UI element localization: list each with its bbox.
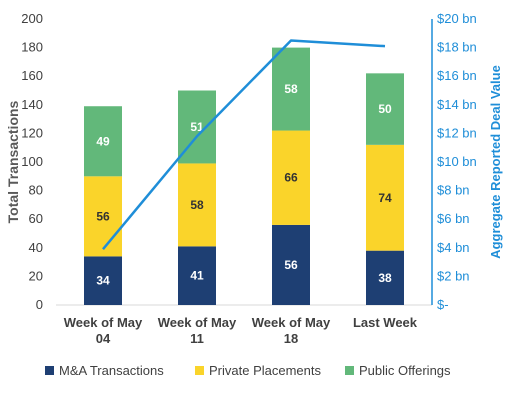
y2-tick-label: $8 bn [437, 183, 470, 198]
y2-tick-label: $20 bn [437, 11, 477, 26]
y-tick-label: 80 [29, 183, 43, 198]
bar-private-placements [84, 176, 122, 257]
data-label: 38 [378, 271, 392, 285]
y-tick-label: 40 [29, 240, 43, 255]
bar-private-placements [272, 130, 310, 225]
y2-tick-label: $6 bn [437, 211, 470, 226]
bar-public-offerings [366, 73, 404, 145]
y-tick-label: 160 [21, 68, 43, 83]
legend-label: Public Offerings [359, 363, 451, 378]
legend-label: Private Placements [209, 363, 321, 378]
x-tick-label: 18 [284, 331, 298, 346]
bar-m-a-transactions [178, 246, 216, 305]
x-tick-label: Week of May [252, 315, 331, 330]
y2-tick-label: $12 bn [437, 125, 477, 140]
data-label: 74 [378, 191, 392, 205]
y2-tick-label: $2 bn [437, 268, 470, 283]
data-label: 41 [190, 269, 204, 283]
x-tick-label: Week of May [64, 315, 143, 330]
data-label: 58 [190, 198, 204, 212]
y2-tick-label: $18 bn [437, 40, 477, 55]
y2-tick-label: $4 bn [437, 240, 470, 255]
x-tick-label: 11 [190, 331, 204, 346]
data-label: 34 [96, 274, 110, 288]
x-tick-label: Week of May [158, 315, 237, 330]
data-label: 51 [190, 120, 204, 134]
y2-tick-label: $14 bn [437, 97, 477, 112]
y-tick-label: 0 [36, 297, 43, 312]
data-label: 50 [378, 102, 392, 116]
data-label: 56 [284, 258, 298, 272]
bar-private-placements [178, 163, 216, 247]
bar-private-placements [366, 144, 404, 251]
bar-public-offerings [272, 47, 310, 131]
x-tick-label: 04 [96, 331, 111, 346]
y-tick-label: 20 [29, 268, 43, 283]
y-axis-title: Total Transactions [5, 100, 21, 223]
deal-value-line [102, 39, 386, 251]
bar-public-offerings [84, 106, 122, 177]
data-label: 58 [284, 82, 298, 96]
legend-label: M&A Transactions [59, 363, 164, 378]
data-label: 56 [96, 209, 110, 223]
x-tick-label: Last Week [353, 315, 418, 330]
bar-m-a-transactions [366, 250, 404, 305]
data-label: 66 [284, 171, 298, 185]
bar-m-a-transactions [84, 256, 122, 305]
y-tick-label: 140 [21, 97, 43, 112]
bar-m-a-transactions [272, 224, 310, 305]
y-tick-label: 120 [21, 125, 43, 140]
data-label: 49 [96, 134, 110, 148]
y2-axis-title: Aggregate Reported Deal Value [488, 65, 503, 259]
y-tick-label: 60 [29, 211, 43, 226]
legend-swatch [345, 366, 354, 375]
y-tick-label: 200 [21, 11, 43, 26]
y-tick-label: 180 [21, 40, 43, 55]
y2-tick-label: $10 bn [437, 154, 477, 169]
y2-tick-label: $16 bn [437, 68, 477, 83]
y-tick-label: 100 [21, 154, 43, 169]
y2-tick-label: $- [437, 297, 449, 312]
legend-swatch [45, 366, 54, 375]
legend-swatch [195, 366, 204, 375]
